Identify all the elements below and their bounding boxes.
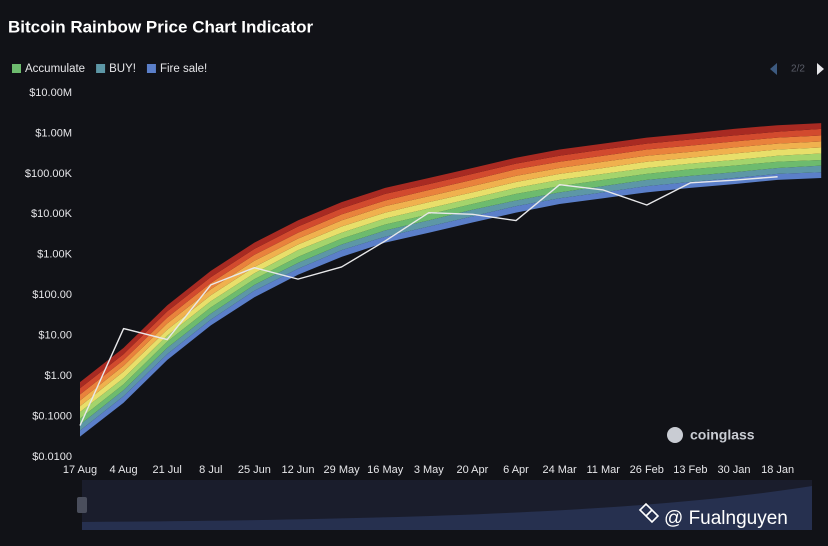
legend-label: BUY! xyxy=(109,63,136,75)
x-tick-label: 26 Feb xyxy=(630,464,664,476)
watermark-logo xyxy=(667,427,683,443)
y-tick-label: $0.1000 xyxy=(32,410,72,422)
y-tick-label: $10.00K xyxy=(31,208,73,220)
legend-swatch xyxy=(146,64,156,73)
x-tick-label: 17 Aug xyxy=(63,464,97,476)
x-tick-label: 12 Jun xyxy=(281,464,314,476)
legend-label: Accumulate xyxy=(25,63,85,75)
x-tick-label: 24 Mar xyxy=(542,464,577,476)
x-tick-label: 16 May xyxy=(367,464,404,476)
rainbow-band xyxy=(80,172,822,437)
y-tick-label: $1.00K xyxy=(37,249,73,261)
y-tick-label: $1.00 xyxy=(44,370,72,382)
x-tick-label: 20 Apr xyxy=(456,464,488,476)
watermark: coinglass xyxy=(667,427,755,443)
x-tick-label: 25 Jun xyxy=(238,464,271,476)
credit-text: @ Fualnguyen xyxy=(664,508,788,529)
x-tick-label: 4 Aug xyxy=(110,464,138,476)
legend-swatch xyxy=(96,64,106,73)
rainbow-band xyxy=(80,135,822,401)
y-tick-label: $0.0100 xyxy=(32,451,72,463)
rainbow-band xyxy=(80,141,822,407)
rainbow-band xyxy=(80,153,822,419)
rainbow-band xyxy=(80,123,822,389)
y-tick-label: $100.00 xyxy=(32,289,72,301)
legend-label: Fire sale! xyxy=(160,63,207,75)
y-tick-label: $1.00M xyxy=(35,127,72,139)
pager-prev[interactable] xyxy=(770,63,777,75)
watermark-text: coinglass xyxy=(690,427,755,443)
x-tick-label: 13 Feb xyxy=(673,464,707,476)
x-tick-label: 18 Jan xyxy=(761,464,794,476)
y-tick-label: $100.00K xyxy=(25,168,73,180)
x-tick-label: 6 Apr xyxy=(503,464,529,476)
rainbow-band xyxy=(80,147,822,412)
pager-next[interactable] xyxy=(817,63,824,75)
rainbow-band xyxy=(80,165,822,431)
rainbow-band xyxy=(80,128,822,395)
navigator-area xyxy=(82,486,812,530)
y-tick-label: $10.00M xyxy=(29,87,72,99)
pager-label: 2/2 xyxy=(791,64,805,75)
legend: Accumulate BUY! Fire sale! xyxy=(12,63,207,75)
x-tick-label: 3 May xyxy=(414,464,444,476)
x-tick-label: 21 Jul xyxy=(153,464,182,476)
legend-swatch xyxy=(12,64,21,73)
x-tick-label: 30 Jan xyxy=(717,464,750,476)
navigator[interactable] xyxy=(77,480,812,530)
x-tick-label: 8 Jul xyxy=(199,464,222,476)
credit-logo xyxy=(638,502,660,524)
chart-title: Bitcoin Rainbow Price Chart Indicator xyxy=(8,17,313,36)
navigator-handle[interactable] xyxy=(77,497,87,513)
y-tick-label: $10.00 xyxy=(38,330,72,342)
price-line xyxy=(79,176,778,426)
x-tick-label: 29 May xyxy=(324,464,361,476)
x-tick-label: 11 Mar xyxy=(586,464,620,476)
plot-area: $0.0100 $0.1000 $1.00 $10.00 $100.00 $1.00K $1… xyxy=(25,87,822,476)
